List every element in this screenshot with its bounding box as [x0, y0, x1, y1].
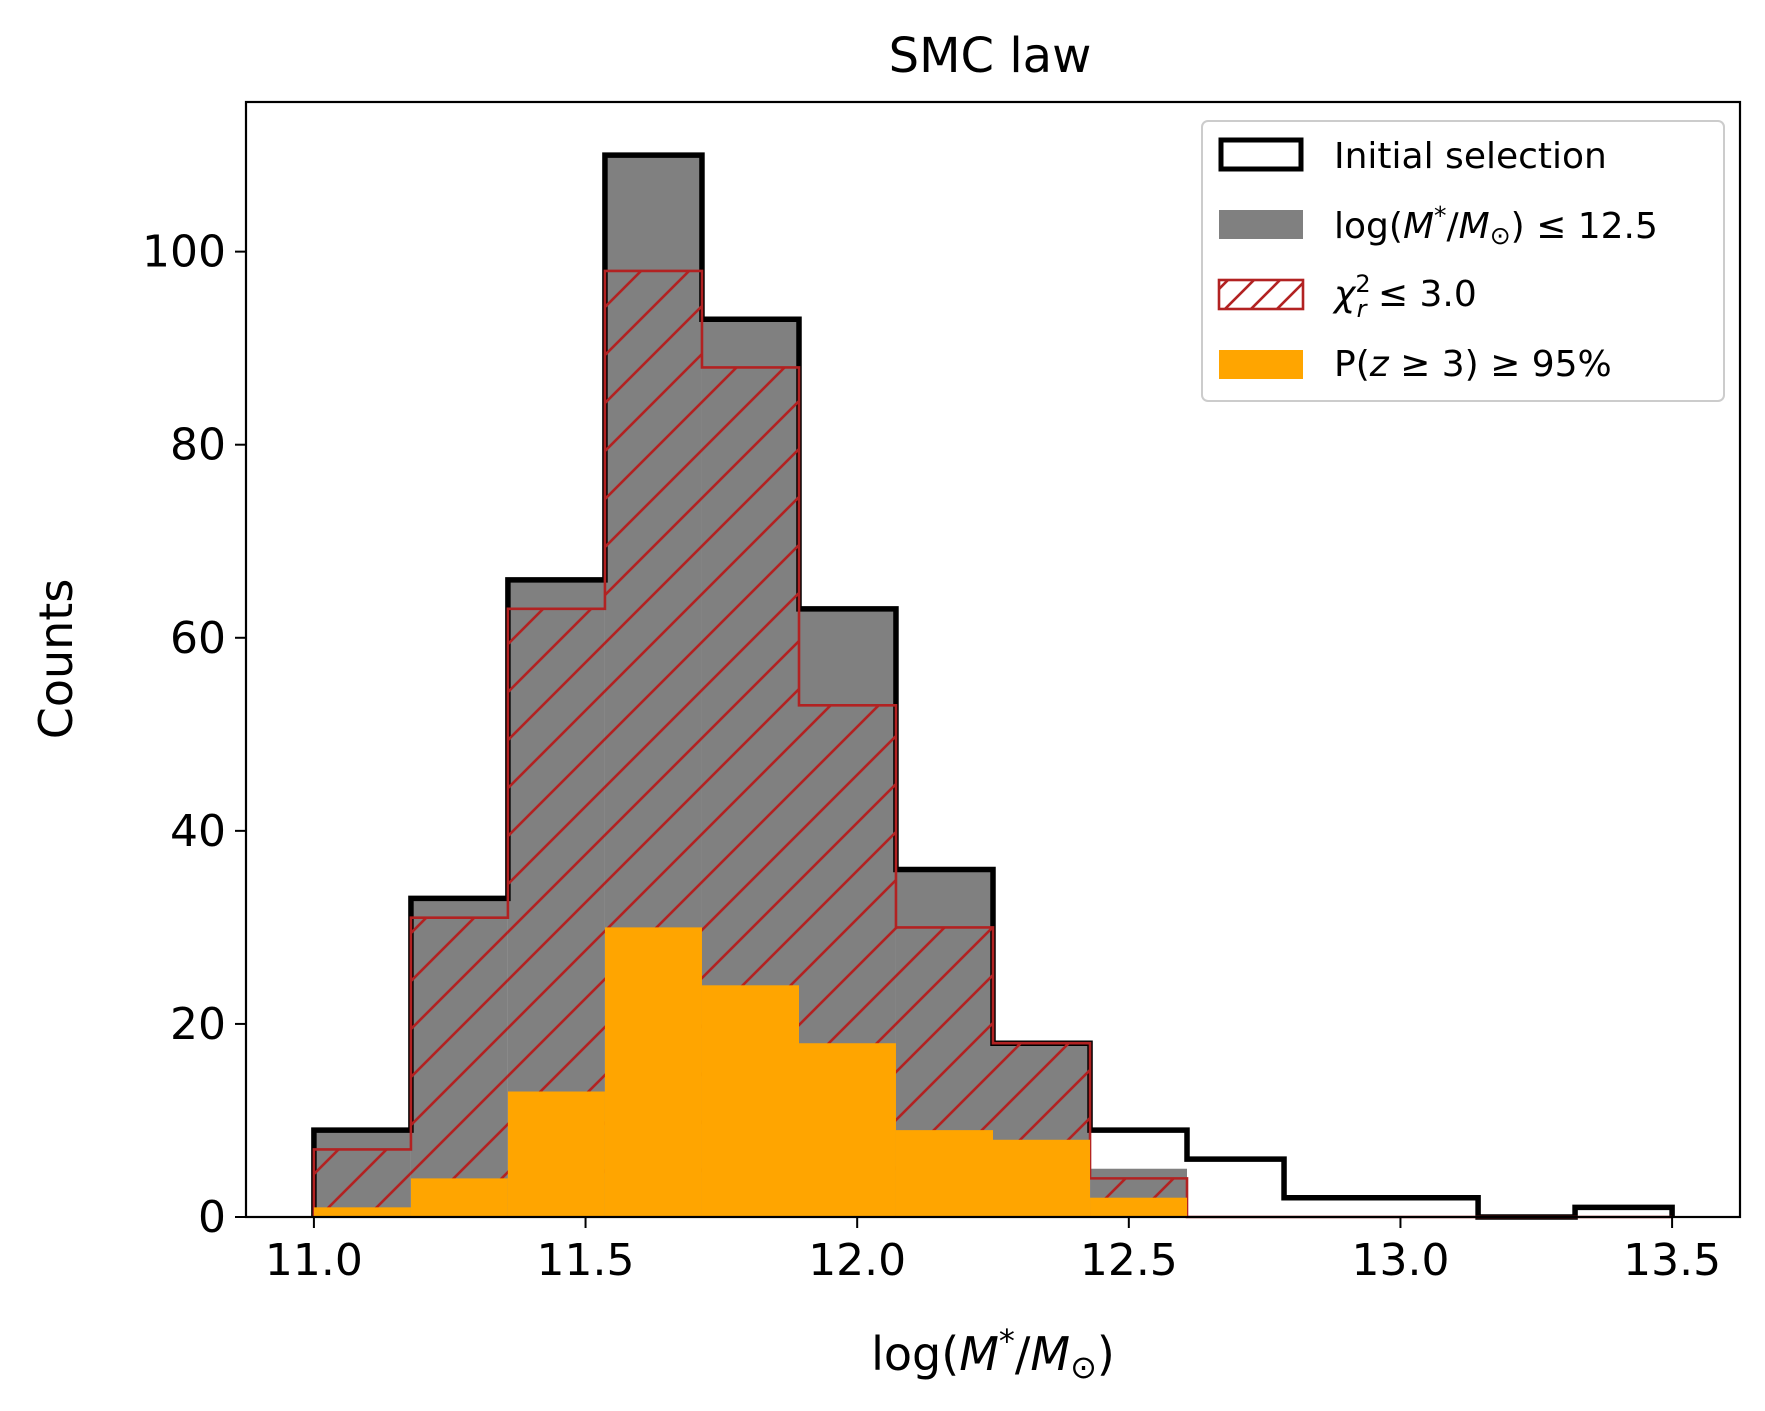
- x-tick-label: 13.0: [1351, 1235, 1449, 1286]
- legend-pz-suffix: ≥ 3) ≥ 95%: [1389, 344, 1612, 385]
- plot-area: [311, 152, 1675, 1220]
- x-axis-title: log(M*/M⊙): [871, 1322, 1115, 1386]
- y-tick-label: 60: [170, 613, 226, 664]
- bar-high-z: [798, 1043, 896, 1217]
- legend-label-mass: log(M*/M⊙) ≤ 12.5: [1334, 201, 1658, 250]
- bar-chi-square-hatch: [313, 1149, 411, 1217]
- legend-chi-sup: 2: [1355, 270, 1370, 298]
- legend: Initial selection log(M*/M⊙) ≤ 12.5 χ2 r …: [1201, 120, 1725, 402]
- y-tick-label: 0: [198, 1192, 226, 1243]
- bar-high-z: [701, 985, 799, 1217]
- x-tick-label: 12.5: [1080, 1235, 1178, 1286]
- legend-label-chi: χ2 r ≤ 3.0: [1332, 270, 1477, 323]
- x-tick-label: 12.0: [808, 1235, 906, 1286]
- legend-label-pz: P(z ≥ 3) ≥ 95%: [1334, 344, 1612, 385]
- legend-chi-suffix: ≤ 3.0: [1366, 274, 1476, 315]
- y-axis-title: Counts: [29, 579, 83, 740]
- legend-swatch-pz: [1219, 350, 1303, 379]
- bar-chi-square-hatch: [410, 917, 508, 1217]
- legend-pz-prefix: P(: [1334, 344, 1370, 385]
- y-tick-label: 80: [170, 420, 226, 471]
- legend-mass-sun: ⊙: [1490, 221, 1511, 250]
- legend-box: [1201, 120, 1725, 402]
- legend-pz-z: z: [1369, 344, 1390, 385]
- legend-chi-symbol: χ: [1332, 274, 1357, 315]
- x-tick-label: 13.5: [1623, 1235, 1721, 1286]
- legend-mass-prefix: log(: [1334, 206, 1403, 247]
- legend-mass-M-sun: M: [1459, 206, 1490, 247]
- chart-title: SMC law: [889, 28, 1092, 84]
- x-axis-title-star: *: [999, 1322, 1015, 1360]
- x-axis-title-suffix: ): [1097, 1327, 1115, 1381]
- x-axis-title-prefix: log(: [871, 1327, 959, 1381]
- legend-swatch-initial: [1218, 137, 1304, 172]
- x-tick-label: 11.5: [537, 1235, 635, 1286]
- bar-high-z: [1090, 1197, 1188, 1217]
- axis-ticks: 11.0 11.5 12.0 12.5 13.0 13.5 0 20 40 60 80 100: [142, 227, 1721, 1286]
- legend-mass-star: *: [1434, 201, 1447, 230]
- bar-high-z: [895, 1130, 993, 1217]
- bar-high-z: [993, 1139, 1091, 1217]
- x-axis-title-M-sun: M: [1030, 1327, 1070, 1381]
- y-tick-label: 40: [170, 806, 226, 857]
- legend-label-initial: Initial selection: [1334, 136, 1607, 177]
- x-axis-title-slash: /: [1015, 1327, 1031, 1381]
- legend-swatch-mass: [1219, 210, 1303, 239]
- bar-high-z: [410, 1178, 508, 1217]
- x-tick-label: 11.0: [265, 1235, 363, 1286]
- x-axis-title-sun: ⊙: [1070, 1348, 1097, 1386]
- legend-swatch-chi: [1217, 278, 1305, 311]
- y-tick-label: 20: [170, 999, 226, 1050]
- legend-mass-M: M: [1403, 206, 1434, 247]
- bar-high-z: [604, 927, 702, 1217]
- legend-mass-slash: /: [1447, 206, 1460, 247]
- y-tick-label: 100: [142, 227, 226, 278]
- legend-mass-suffix: ) ≤ 12.5: [1511, 206, 1658, 247]
- bar-high-z: [507, 1091, 605, 1217]
- legend-chi-sub: r: [1357, 295, 1369, 323]
- plot-frame: [244, 100, 1742, 1219]
- bar-high-z: [313, 1207, 411, 1217]
- x-axis-title-M: M: [959, 1327, 999, 1381]
